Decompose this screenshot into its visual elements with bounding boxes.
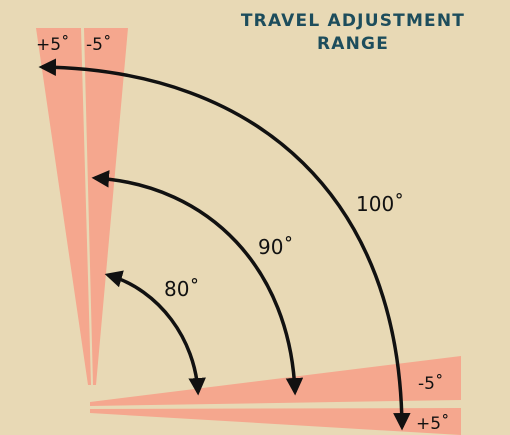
label-arc-90: 90˚ bbox=[258, 235, 293, 259]
title-line-2: RANGE bbox=[316, 34, 390, 54]
arc-100-arrow bbox=[38, 58, 411, 431]
label-horizontal-plus-5: +5˚ bbox=[416, 413, 450, 434]
horizontal-wedge-plus bbox=[90, 408, 461, 435]
arc-90-arrow bbox=[91, 170, 304, 396]
label-arc-100: 100˚ bbox=[356, 192, 404, 216]
diagram-title: TRAVEL ADJUSTMENT RANGE bbox=[208, 10, 498, 56]
label-vertical-minus-5: -5˚ bbox=[86, 34, 111, 55]
vertical-wedge-plus bbox=[36, 28, 91, 385]
vertical-wedge-minus bbox=[84, 28, 128, 385]
label-vertical-plus-5: +5˚ bbox=[36, 34, 70, 55]
label-horizontal-minus-5: -5˚ bbox=[418, 373, 443, 394]
title-line-1: TRAVEL ADJUSTMENT bbox=[240, 11, 466, 31]
label-arc-80: 80˚ bbox=[164, 277, 199, 301]
horizontal-wedge-minus bbox=[90, 356, 461, 406]
arc-80-arrow bbox=[104, 270, 206, 396]
